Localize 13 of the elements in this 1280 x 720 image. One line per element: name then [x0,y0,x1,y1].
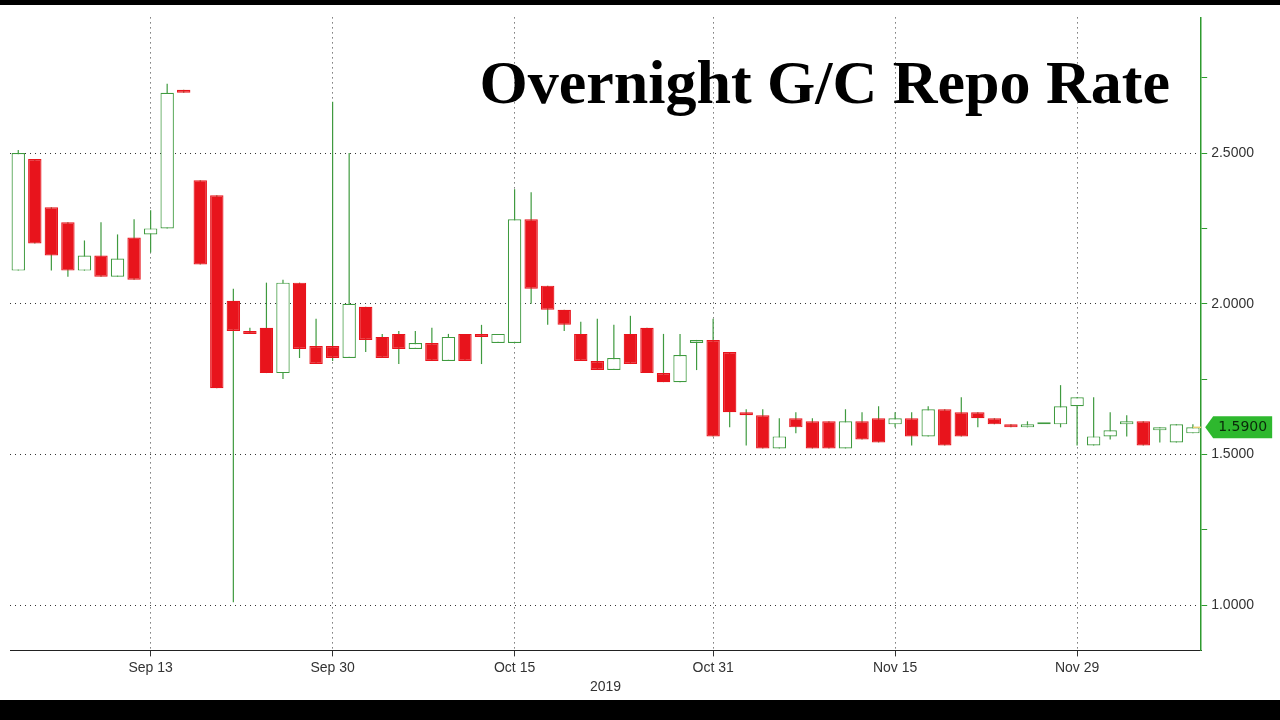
y-tick-label: 1.5000 [1211,445,1255,462]
x-tick-label: Oct 31 [692,658,734,675]
text: 1.5900 [1218,417,1268,434]
y-tick-label: 2.0000 [1211,294,1255,311]
text: Overnight G/C Repo Rate [479,47,1170,118]
x-tick-label: Oct 15 [493,658,536,675]
x-tick-label: Nov 15 [872,658,918,675]
y-tick-label: 1.0000 [1211,596,1255,613]
x-tick-label: Sep 13 [128,658,174,675]
x-tick-label: Sep 30 [310,658,356,675]
x-axis-title: 2019 [590,678,622,695]
x-tick-label: Nov 29 [1054,658,1100,675]
y-tick-label: 2.5000 [1211,143,1255,160]
